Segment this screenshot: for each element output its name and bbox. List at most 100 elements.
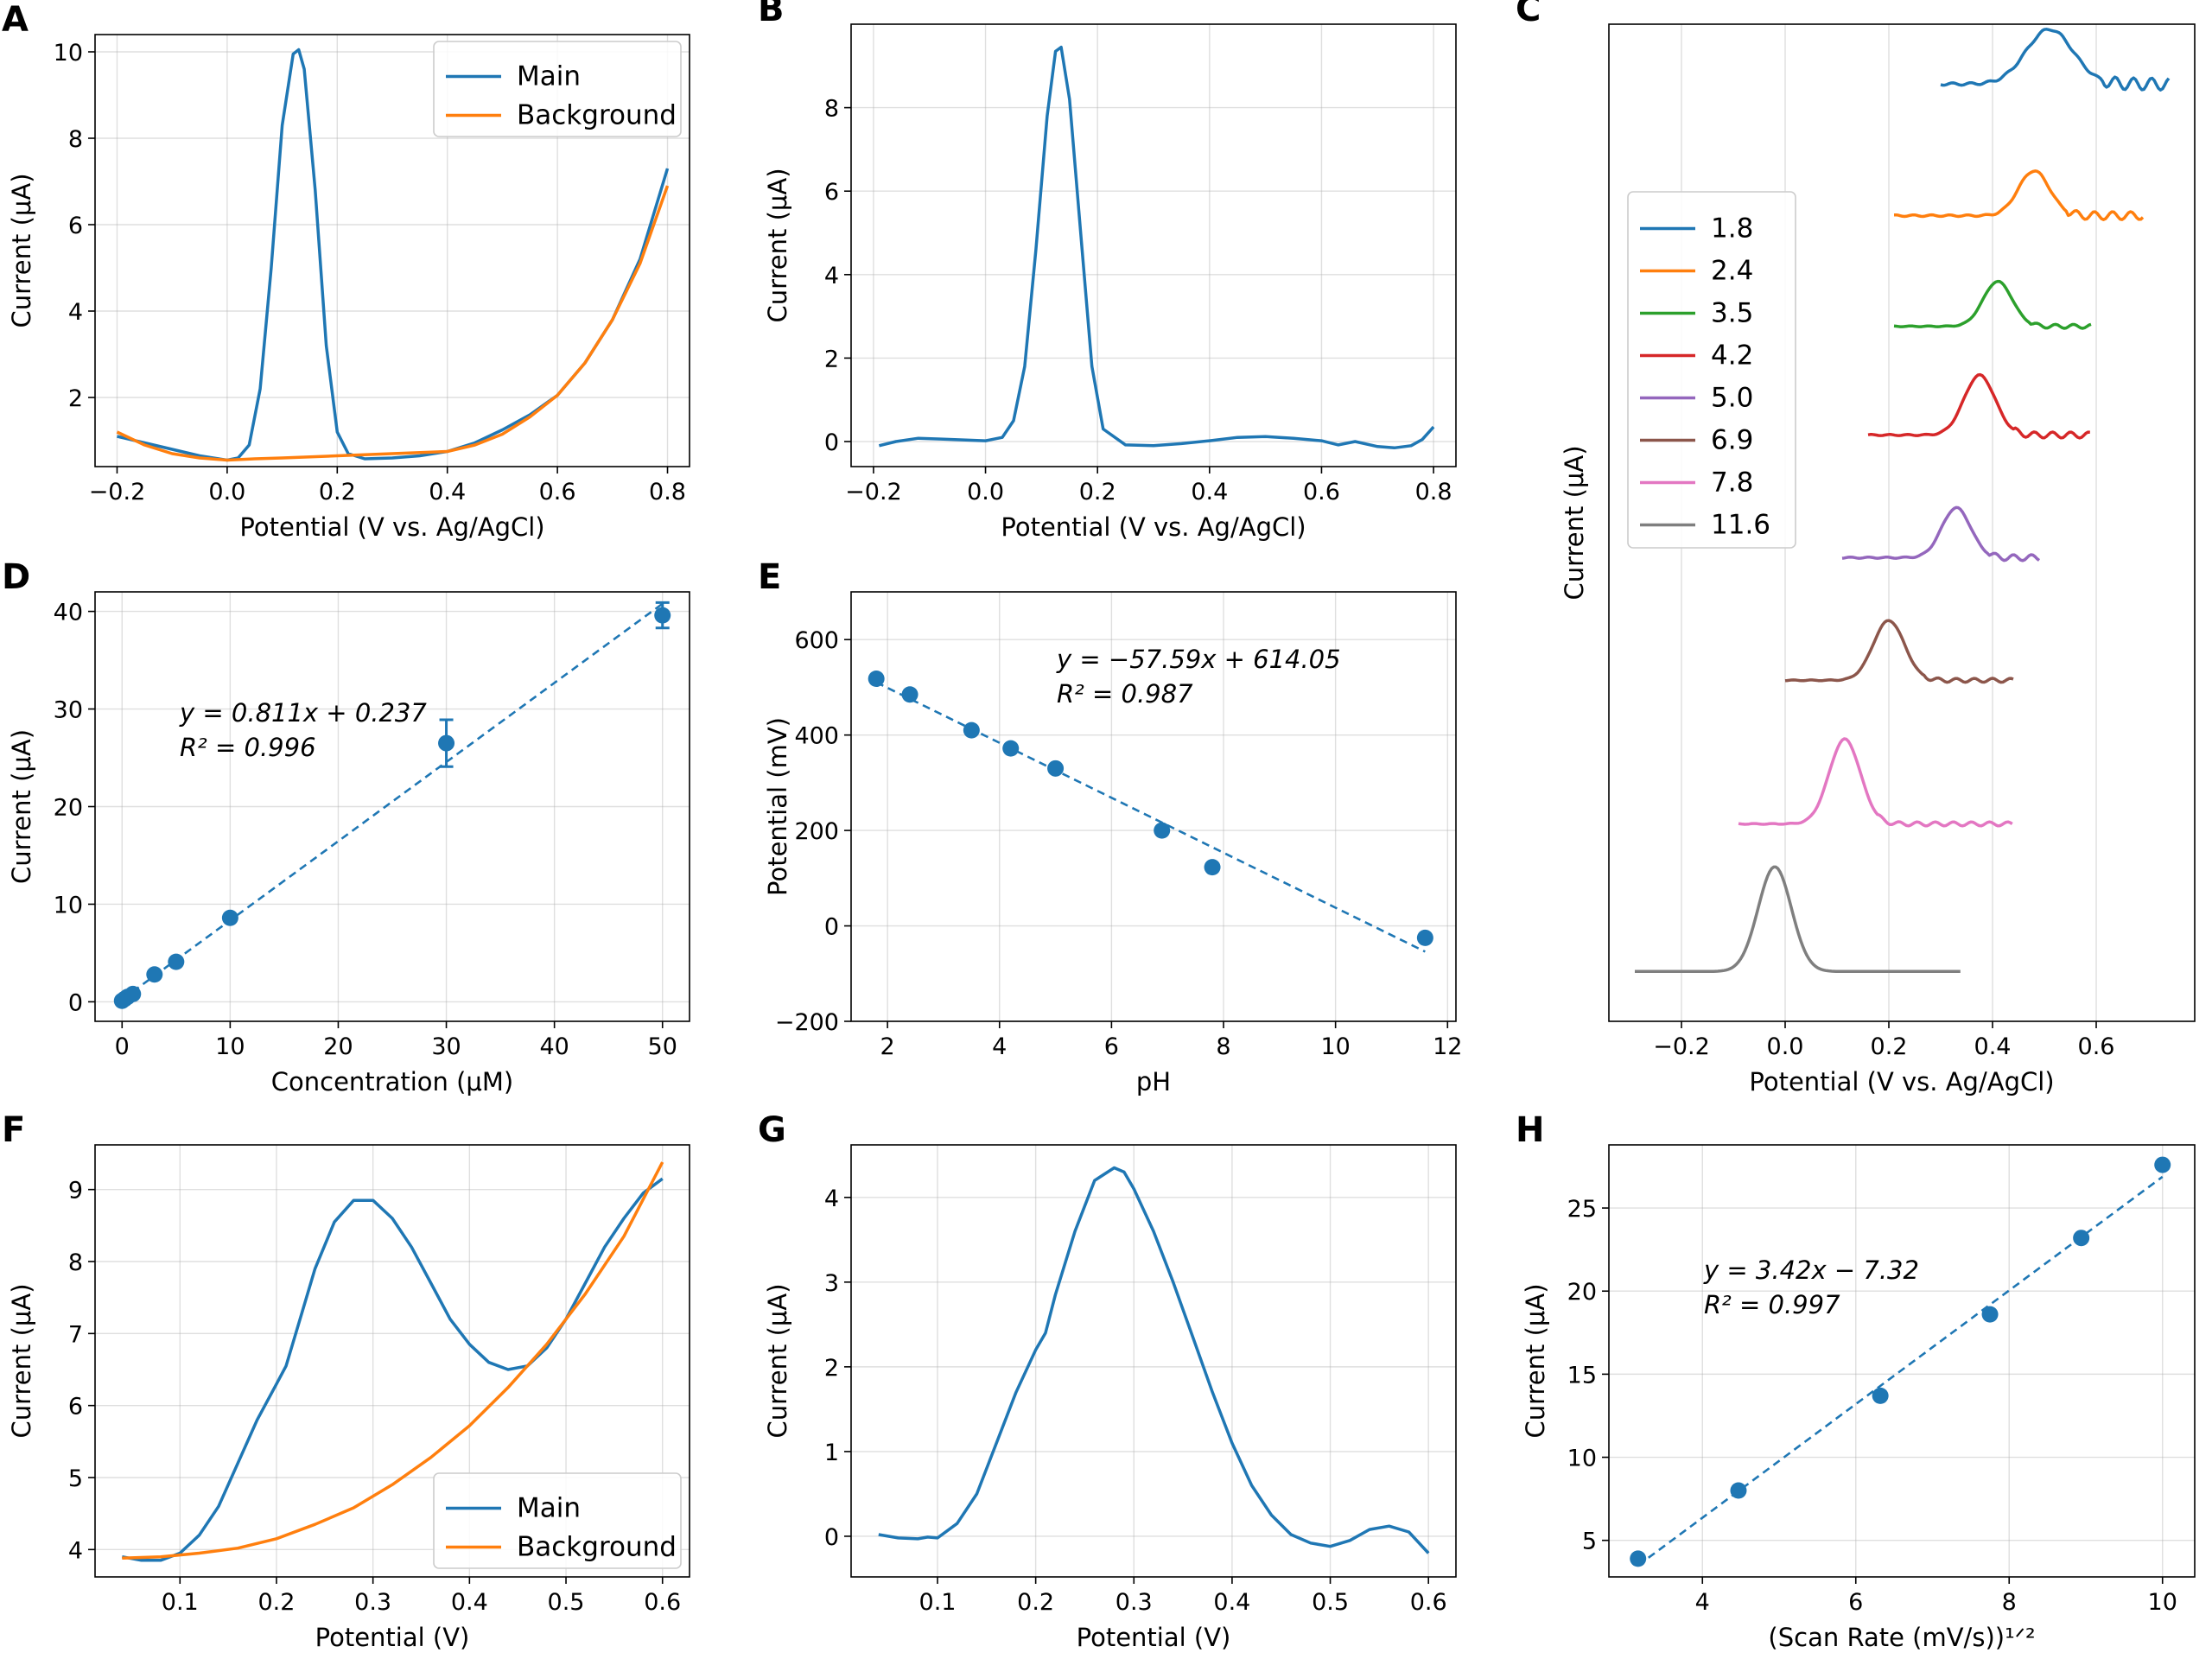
gridlines	[851, 1145, 1456, 1577]
data-point	[963, 721, 980, 739]
data-point	[1872, 1387, 1889, 1404]
data-point	[124, 985, 142, 1002]
x-axis-label: pH	[1136, 1067, 1171, 1096]
trace-ph-11.6	[1635, 865, 1961, 974]
x-tick-label: −0.2	[89, 479, 146, 505]
fit-line	[1637, 1175, 2164, 1567]
y-tick-label: 2	[824, 346, 839, 372]
x-tick-label: 0.8	[649, 479, 686, 505]
y-tick-label: 0	[824, 914, 839, 941]
panel-label: B	[758, 0, 785, 29]
x-tick-label: 0.0	[1767, 1033, 1804, 1060]
data-point	[438, 734, 455, 752]
data-point	[1204, 859, 1221, 876]
legend-frame	[433, 41, 682, 137]
gridlines	[851, 592, 1456, 1022]
y-tick-label: 1	[824, 1440, 839, 1466]
x-tick-label: 0.0	[208, 479, 245, 505]
y-tick-label: 0	[68, 989, 83, 1016]
y-tick-label: 8	[68, 126, 83, 153]
panel-g: 0.1 0.2 0.3 0.4 0.5 0.6 0 1 2 3 4 Potential (V) Curr…	[758, 1110, 1457, 1652]
panel-label: C	[1516, 0, 1541, 29]
x-tick-label: 0.4	[451, 1589, 488, 1616]
y-axis-label: Current (μA)	[7, 173, 36, 327]
x-tick-label: 12	[1433, 1033, 1462, 1060]
x-tick-label: 40	[539, 1033, 569, 1060]
x-tick-label: 0.2	[319, 479, 356, 505]
x-tick-label: 0.6	[1410, 1589, 1447, 1616]
y-tick-label: 5	[1582, 1529, 1597, 1555]
x-tick-label: 8	[1216, 1033, 1230, 1060]
y-tick-label: 9	[68, 1178, 83, 1205]
axes-frame	[850, 1144, 1457, 1578]
trace-ph-4.2	[1867, 372, 2090, 440]
y-tick-label: 6	[68, 1394, 83, 1421]
x-tick-label: 0.4	[429, 479, 466, 505]
x-tick-label: 0.5	[1312, 1589, 1349, 1616]
y-tick-label: 8	[824, 96, 839, 123]
x-tick-label: 0.2	[257, 1589, 295, 1616]
x-tick-label: 0.2	[1079, 479, 1116, 505]
x-tick-label: 20	[323, 1033, 353, 1060]
y-tick-label: 4	[68, 299, 83, 326]
y-tick-label: 10	[54, 892, 83, 918]
x-tick-label: 0.6	[539, 479, 576, 505]
y-axis-label: Current (μA)	[763, 1283, 792, 1438]
data-point	[1730, 1482, 1747, 1499]
axes-frame	[94, 34, 690, 467]
axes-frame	[1608, 1144, 2196, 1578]
fit-equation: y = −57.59x + 614.05	[1056, 645, 1341, 674]
y-axis-label: Current (μA)	[763, 168, 792, 322]
panel-h: 4 6 8 10 5 10 15 20 25 (Scan Rate (mV/s))¹ᐟ² Curre…	[1516, 1110, 2196, 1652]
gridlines	[95, 1145, 690, 1577]
x-tick-label: 2	[880, 1033, 895, 1060]
x-axis-label: Potential (V)	[315, 1623, 470, 1652]
series-line-main	[878, 45, 1435, 450]
y-tick-label: 40	[54, 600, 83, 626]
data-point	[2073, 1230, 2090, 1247]
data-point	[868, 671, 885, 688]
fit-equation: y = 0.811x + 0.237	[179, 698, 427, 728]
y-axis-label: Current (μA)	[1521, 1283, 1550, 1438]
y-tick-label: 2	[68, 385, 83, 412]
y-tick-label: 600	[794, 627, 839, 654]
x-tick-label: 10	[2148, 1589, 2177, 1616]
y-tick-label: 400	[794, 723, 839, 750]
y-tick-label: 10	[1567, 1446, 1597, 1472]
y-tick-label: 200	[794, 818, 839, 845]
trace-ph-6.9	[1784, 619, 2014, 684]
y-axis-label: Current (μA)	[1560, 445, 1589, 600]
legend-entry: Main	[517, 61, 581, 92]
legend-entry: 11.6	[1711, 510, 1770, 541]
x-tick-label: 10	[215, 1033, 245, 1060]
y-tick-label: 3	[824, 1270, 839, 1297]
panel-d: 0 10 20 30 40 50 0 10 20 30 40 Concentration (μM) Cu…	[2, 557, 690, 1096]
y-axis-label: Current (μA)	[7, 1283, 36, 1438]
x-axis-label: Potential (V vs. Ag/AgCl)	[239, 512, 544, 542]
y-tick-label: 0	[824, 1524, 839, 1551]
legend-entry: 4.2	[1711, 340, 1753, 372]
x-tick-label: 8	[2002, 1589, 2017, 1616]
y-tick-label: 15	[1567, 1362, 1597, 1389]
y-tick-label: 4	[68, 1537, 83, 1564]
y-tick-label: 7	[68, 1321, 83, 1348]
y-tick-label: 10	[54, 40, 83, 67]
y-tick-label: 20	[1567, 1279, 1597, 1306]
legend: 1.8 2.4 3.5 4.2 5.0 6.9 7.8 11.6	[1627, 191, 1796, 549]
x-tick-label: 0.3	[1116, 1589, 1153, 1616]
data-point	[146, 966, 163, 983]
trace-ph-5.0	[1841, 505, 2041, 563]
x-tick-label: 0.6	[1303, 479, 1340, 505]
gridlines	[851, 24, 1456, 467]
y-axis-label: Current (μA)	[7, 729, 36, 884]
data-point	[1416, 929, 1433, 946]
y-tick-label: 25	[1567, 1196, 1597, 1223]
x-axis-label: Potential (V vs. Ag/AgCl)	[1001, 512, 1306, 542]
x-tick-label: 10	[1320, 1033, 1350, 1060]
trace-ph-3.5	[1893, 279, 2092, 330]
legend: Main Background	[433, 41, 682, 137]
data-point	[901, 686, 918, 703]
data-point	[2154, 1156, 2171, 1173]
x-axis-label: Concentration (μM)	[271, 1067, 513, 1096]
x-tick-label: 0	[115, 1033, 130, 1060]
